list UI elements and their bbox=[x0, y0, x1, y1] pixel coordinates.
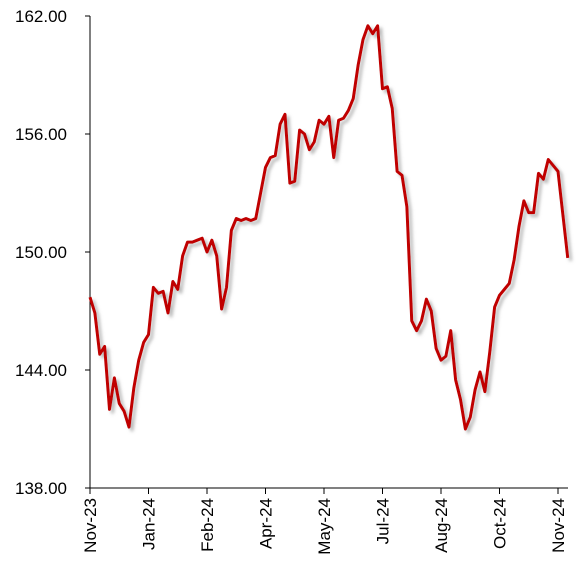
y-tick-label: 156.00 bbox=[15, 125, 67, 144]
y-tick-label: 162.00 bbox=[15, 7, 67, 26]
line-series bbox=[88, 24, 570, 431]
x-tick-label: Aug-24 bbox=[432, 498, 451, 553]
y-tick-label: 144.00 bbox=[15, 361, 67, 380]
x-tick-label: Feb-24 bbox=[198, 498, 217, 552]
x-tick-label: Jan-24 bbox=[140, 498, 159, 550]
x-tick-label: Nov-23 bbox=[81, 498, 100, 553]
x-tick-label: Jul-24 bbox=[374, 498, 393, 544]
y-tick-label: 138.00 bbox=[15, 479, 67, 498]
x-tick-label: Nov-24 bbox=[549, 498, 568, 553]
x-tick-label: May-24 bbox=[315, 498, 334, 555]
x-tick-label: Oct-24 bbox=[491, 498, 510, 549]
y-tick-label: 150.00 bbox=[15, 243, 67, 262]
x-tick-label: Apr-24 bbox=[257, 498, 276, 549]
